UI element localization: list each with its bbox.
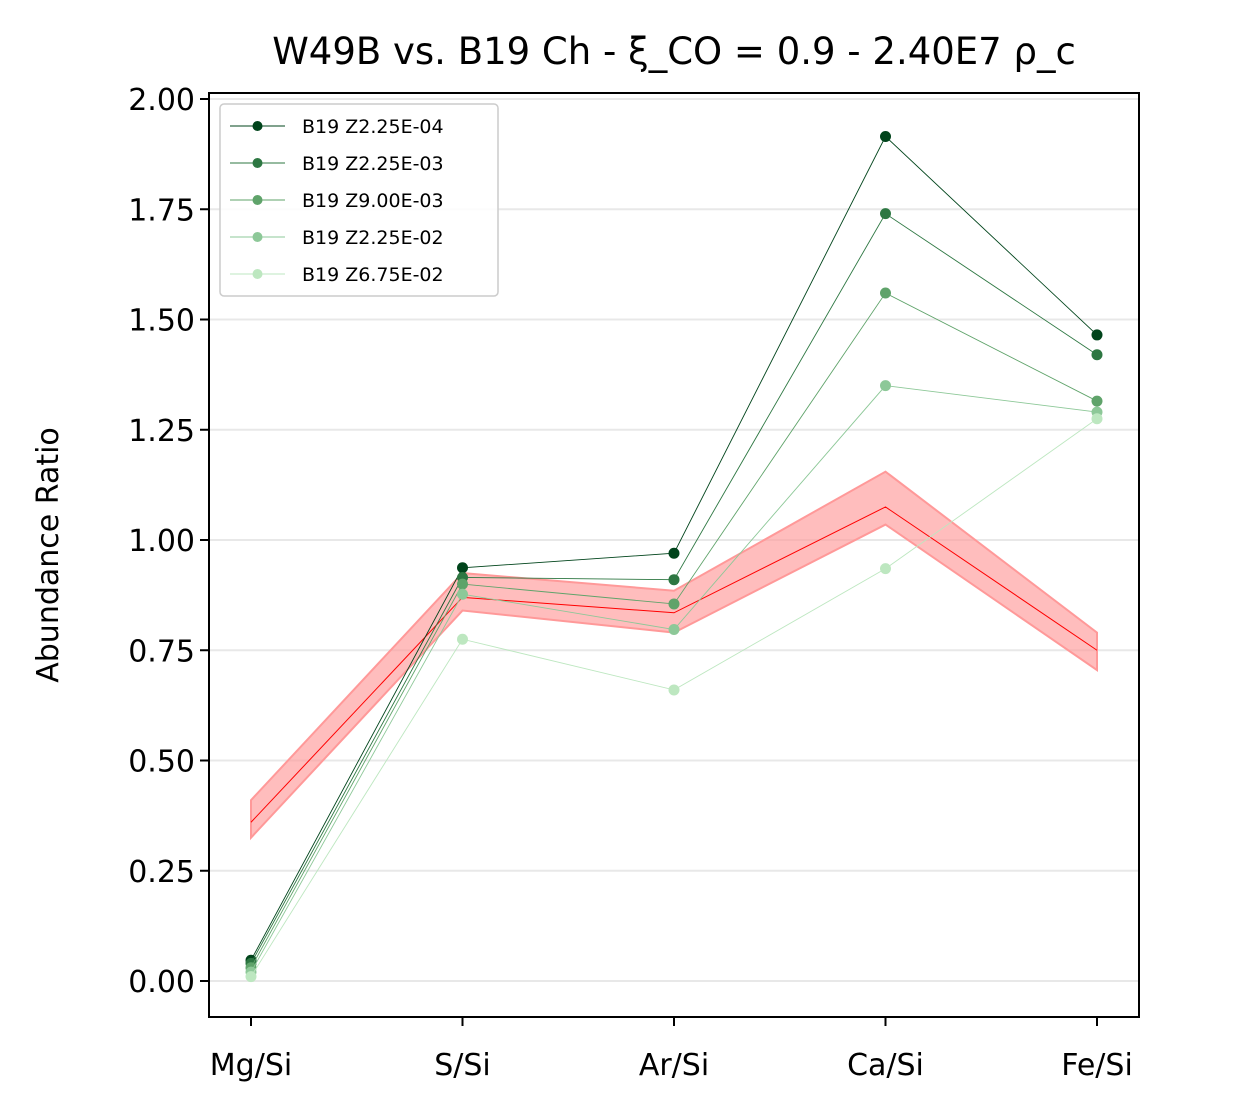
data-point bbox=[668, 598, 680, 610]
data-point bbox=[668, 547, 680, 559]
legend-entry: B19 Z2.25E-04 bbox=[230, 116, 444, 138]
x-tick-label: Mg/Si bbox=[210, 1048, 292, 1083]
data-point bbox=[457, 562, 468, 574]
y-tick-label: 1.50 bbox=[128, 304, 195, 339]
data-point bbox=[457, 578, 468, 590]
y-tick-label: 0.75 bbox=[128, 634, 195, 669]
data-point bbox=[1091, 413, 1103, 425]
data-point bbox=[1091, 395, 1103, 407]
legend-marker bbox=[252, 195, 263, 205]
x-axis: Mg/Si S/Si Ar/Si Ca/Si Fe/Si bbox=[210, 1017, 1133, 1083]
series-line bbox=[250, 213, 1098, 964]
data-point bbox=[880, 380, 891, 392]
x-tick-label: Ar/Si bbox=[639, 1048, 709, 1083]
legend-box bbox=[219, 103, 499, 297]
data-point bbox=[457, 633, 468, 645]
legend-label: B19 Z2.25E-04 bbox=[302, 116, 444, 138]
legend-entry: B19 Z2.25E-03 bbox=[230, 153, 444, 175]
y-axis: 0.00 0.25 0.50 0.75 1.00 1.25 1.50 1.75 2.00 bbox=[128, 83, 209, 1000]
legend-entry: B19 Z9.00E-03 bbox=[230, 190, 444, 212]
data-point bbox=[880, 130, 891, 142]
legend-label: B19 Z9.00E-03 bbox=[302, 190, 444, 212]
data-point bbox=[668, 684, 680, 696]
chart-title: W49B vs. B19 Ch - ξ_CO = 0.9 - 2.40E7 ρ_… bbox=[272, 30, 1076, 73]
data-point bbox=[1091, 329, 1103, 341]
y-axis-label: Abundance Ratio bbox=[31, 427, 66, 683]
legend-label: B19 Z2.25E-03 bbox=[302, 153, 444, 175]
legend-entry: B19 Z2.25E-02 bbox=[230, 227, 444, 249]
data-point bbox=[245, 971, 257, 983]
legend-marker bbox=[252, 158, 263, 168]
x-tick-label: Fe/Si bbox=[1061, 1048, 1133, 1083]
legend-marker bbox=[252, 269, 263, 279]
data-point bbox=[880, 287, 891, 299]
data-point bbox=[880, 563, 891, 575]
x-tick-label: S/Si bbox=[434, 1048, 491, 1083]
observed-band-layer bbox=[250, 470, 1098, 841]
y-tick-label: 2.00 bbox=[128, 83, 195, 118]
series-layer bbox=[245, 130, 1103, 983]
observed-uncertainty-band bbox=[250, 470, 1098, 841]
series-2 bbox=[245, 208, 1103, 969]
observed-line bbox=[250, 506, 1098, 823]
data-point bbox=[880, 208, 891, 220]
grid-lines bbox=[209, 98, 1139, 982]
y-tick-label: 1.25 bbox=[128, 414, 195, 449]
y-tick-label: 1.00 bbox=[128, 524, 195, 559]
series-3 bbox=[245, 287, 1103, 974]
legend-entry: B19 Z6.75E-02 bbox=[230, 264, 444, 286]
y-tick-label: 1.75 bbox=[128, 193, 195, 228]
y-tick-label: 0.50 bbox=[128, 745, 195, 780]
data-point bbox=[1091, 349, 1103, 361]
legend: B19 Z2.25E-04 B19 Z2.25E-03 B19 Z9.00E-03 B… bbox=[219, 103, 499, 297]
data-point bbox=[457, 588, 468, 600]
y-tick-label: 0.00 bbox=[128, 965, 195, 1000]
data-point bbox=[668, 574, 680, 586]
series-5 bbox=[245, 413, 1103, 983]
legend-marker bbox=[252, 121, 263, 131]
legend-label: B19 Z6.75E-02 bbox=[302, 264, 444, 286]
legend-marker bbox=[252, 232, 263, 242]
y-tick-label: 0.25 bbox=[128, 855, 195, 890]
x-tick-label: Ca/Si bbox=[847, 1048, 924, 1083]
legend-label: B19 Z2.25E-02 bbox=[302, 227, 444, 249]
data-point bbox=[668, 624, 680, 636]
